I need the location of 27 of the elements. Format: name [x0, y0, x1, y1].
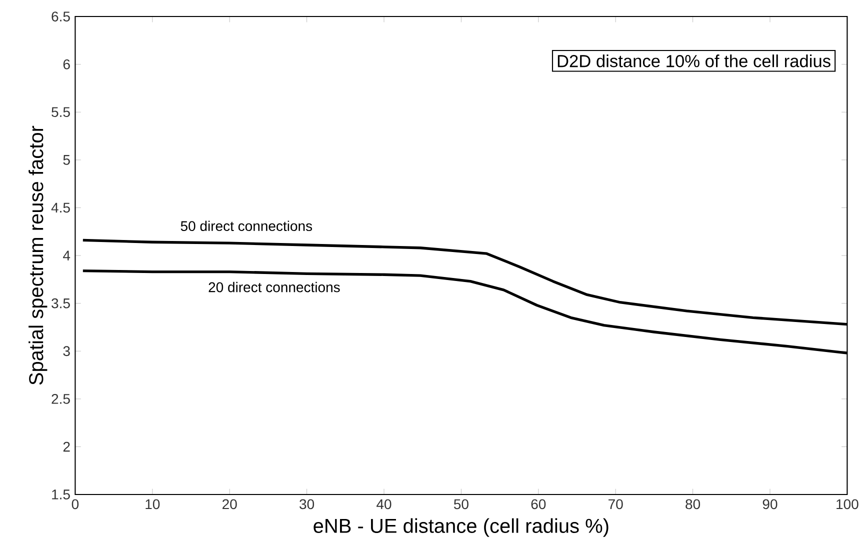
x-tick-label: 70	[608, 499, 623, 510]
x-tick-label: 50	[454, 499, 468, 510]
x-tick-label: 20	[222, 499, 237, 510]
annotation: D2D distance 10% of the cell radius	[558, 54, 830, 68]
y-tick-label: 4.5	[51, 202, 70, 213]
annotation: 50 direct connections	[180, 220, 312, 232]
y-tick-label: 2.5	[52, 394, 70, 404]
x-tick-label: 80	[686, 499, 700, 510]
x-tick-label: 0	[72, 499, 79, 510]
x-tick-label: 40	[376, 499, 392, 510]
y-axis-title: Spatial spectrum reuse factor	[28, 126, 48, 385]
y-tick-label: 6	[63, 59, 70, 70]
y-tick-label: 5.5	[52, 107, 70, 118]
x-tick-label: 60	[531, 499, 546, 510]
x-tick-label: 10	[146, 499, 160, 510]
y-tick-label: 5	[63, 155, 70, 165]
x-tick-label: 30	[300, 499, 314, 510]
y-tick-label: 1.5	[52, 490, 70, 500]
y-tick-label: 3	[63, 346, 70, 356]
x-tick-label: 100	[836, 499, 858, 510]
y-tick-label: 6.5	[52, 12, 70, 22]
x-tick-label: 90	[762, 499, 778, 510]
x-axis-title: eNB - UE distance (cell radius %)	[314, 518, 608, 537]
annotation: 20 direct connections	[208, 282, 340, 292]
y-tick-label: 3.5	[52, 298, 70, 308]
y-tick-label: 4	[63, 250, 70, 260]
y-tick-label: 2	[63, 442, 70, 452]
